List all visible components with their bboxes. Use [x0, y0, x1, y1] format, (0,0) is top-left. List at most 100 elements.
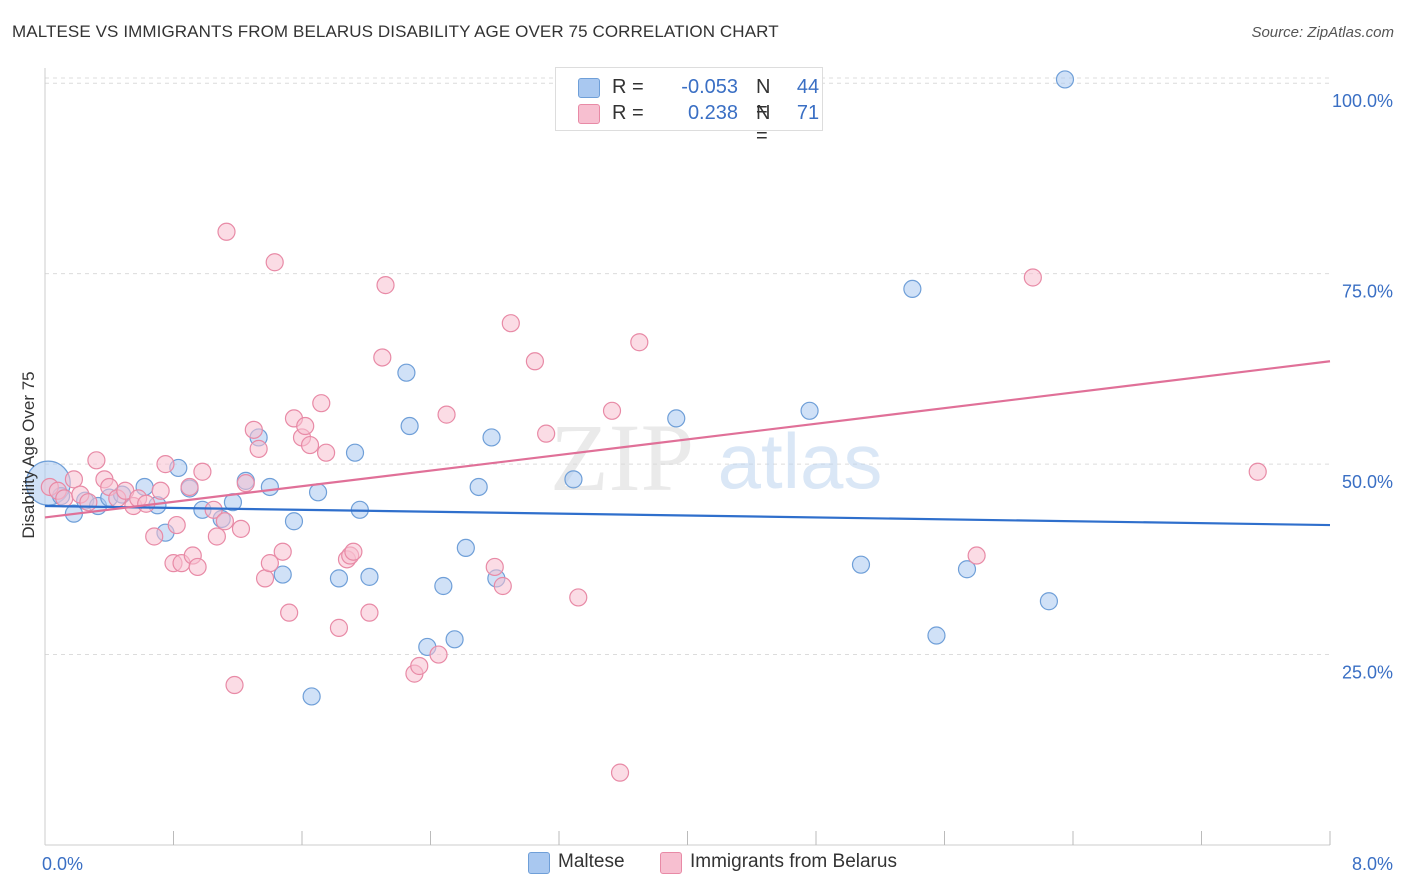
belarus-point: [244, 420, 263, 439]
source-label: Source: ZipAtlas.com: [1251, 24, 1394, 41]
belarus-point: [273, 542, 292, 561]
y-axis-label: Disability Age Over 75: [19, 371, 38, 538]
belarus-point: [967, 546, 986, 565]
belarus-point: [569, 588, 588, 607]
belarus-point: [225, 675, 244, 695]
maltese-point: [284, 512, 304, 531]
belarus-point: [537, 424, 556, 443]
maltese-point: [667, 409, 686, 428]
belarus-point: [300, 435, 320, 455]
belarus-legend-swatch: [660, 852, 682, 874]
belarus-point: [485, 557, 504, 577]
belarus-point: [55, 489, 74, 508]
n-label: N =: [756, 102, 771, 147]
belarus-point: [188, 557, 207, 577]
belarus-point: [260, 554, 279, 573]
belarus-point: [167, 515, 186, 535]
chart-title: MALTESE VS IMMIGRANTS FROM BELARUS DISAB…: [12, 22, 779, 41]
belarus-point: [437, 405, 456, 424]
maltese-point: [445, 630, 464, 649]
belarus-point: [360, 603, 379, 622]
belarus-point: [207, 527, 226, 546]
belarus-point: [329, 618, 349, 637]
belarus-point: [1023, 268, 1042, 287]
maltese-point: [800, 401, 819, 420]
belarus-point: [280, 603, 299, 622]
maltese-point: [851, 555, 871, 574]
belarus-point: [87, 451, 106, 470]
y-tick-label: 75.0%: [1342, 282, 1393, 302]
belarus-point: [630, 333, 649, 352]
belarus-point: [296, 416, 315, 436]
belarus-point: [376, 276, 395, 295]
belarus-point: [79, 493, 98, 512]
maltese-point: [302, 687, 321, 706]
belarus-swatch: [578, 104, 600, 124]
belarus-point: [156, 455, 175, 474]
trend-lines: [44, 360, 1331, 527]
maltese-point: [469, 477, 488, 497]
correlation-legend: R = -0.053 N = 44 R = 0.238 N = 71: [555, 67, 823, 147]
maltese-point: [345, 443, 365, 462]
watermark-atlas: atlas: [718, 417, 883, 505]
belarus-point: [610, 763, 630, 782]
belarus-point: [602, 401, 622, 420]
maltese-point: [1055, 70, 1075, 89]
belarus-point: [236, 474, 255, 493]
tick-labels: 25.0% 50.0% 75.0% 100.0% 0.0% 8.0%: [42, 91, 1393, 874]
r-value-belarus: 0.238: [687, 102, 738, 124]
belarus-point: [193, 462, 212, 481]
belarus-point: [64, 470, 84, 489]
maltese-point: [1039, 592, 1059, 611]
maltese-point: [397, 363, 416, 382]
belarus-point: [316, 443, 336, 462]
x-tick-label: 8.0%: [1352, 854, 1393, 874]
belarus-point: [344, 542, 363, 561]
belarus-point: [373, 348, 392, 367]
n-value-belarus: 71: [796, 102, 820, 124]
r-label: R =: [612, 102, 644, 124]
maltese-point: [927, 626, 946, 645]
maltese-trend-line: [44, 504, 1331, 527]
maltese-point: [260, 477, 279, 497]
belarus-point: [255, 569, 275, 588]
belarus-point: [215, 512, 234, 531]
belarus-trend-line: [44, 360, 1331, 519]
r-label: R =: [612, 76, 644, 98]
maltese-point: [273, 565, 292, 584]
x-tick-label: 0.0%: [42, 854, 83, 874]
belarus-point: [231, 519, 251, 538]
maltese-point: [360, 567, 379, 586]
belarus-point: [204, 500, 223, 519]
maltese-point: [482, 428, 501, 447]
belarus-point: [525, 352, 545, 371]
gridlines: [45, 77, 1330, 656]
maltese-point: [957, 560, 977, 579]
maltese-legend-label: Maltese: [558, 851, 625, 872]
n-label: N =: [756, 76, 771, 121]
belarus-legend-label: Immigrants from Belarus: [690, 851, 897, 872]
maltese-swatch: [578, 78, 600, 98]
maltese-point: [564, 470, 583, 489]
belarus-point: [217, 222, 236, 241]
belarus-point: [429, 645, 448, 664]
belarus-point: [180, 477, 199, 497]
y-tick-label: 100.0%: [1332, 91, 1393, 111]
maltese-point: [400, 416, 419, 436]
belarus-point: [265, 253, 284, 272]
belarus-point: [1248, 462, 1267, 481]
belarus-point: [145, 527, 164, 546]
r-value-maltese: -0.053: [681, 76, 738, 98]
y-tick-label: 50.0%: [1342, 472, 1393, 492]
maltese-point: [456, 538, 475, 558]
belarus-point: [493, 576, 512, 596]
belarus-point: [410, 656, 429, 676]
n-value-maltese: 44: [796, 76, 820, 98]
axes: [44, 68, 1331, 846]
belarus-point: [249, 439, 268, 458]
maltese-point: [329, 569, 349, 588]
y-tick-label: 25.0%: [1342, 663, 1393, 683]
maltese-point: [903, 279, 922, 299]
maltese-point: [308, 483, 328, 502]
